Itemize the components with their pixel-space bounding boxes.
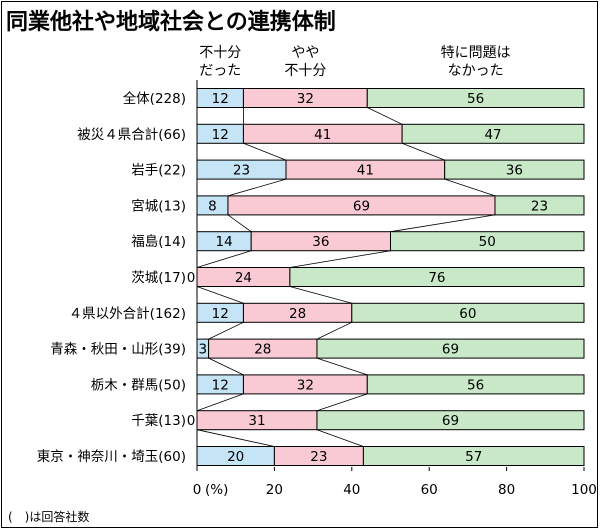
data-label: 36 <box>312 234 329 250</box>
data-label: 8 <box>208 198 217 214</box>
data-label: 3 <box>199 342 208 358</box>
data-label: 56 <box>467 91 484 107</box>
connector-line <box>196 286 244 304</box>
data-label: 57 <box>465 449 482 465</box>
x-tick-label: 80 <box>498 482 515 498</box>
connector-line <box>289 250 391 268</box>
bar-segment <box>316 410 585 431</box>
x-tick-label: 40 <box>343 482 360 498</box>
data-label: 76 <box>428 270 445 286</box>
category-label: 宮城(13) <box>131 198 186 214</box>
data-label: 12 <box>212 306 229 322</box>
connector-line <box>289 286 352 304</box>
connector-line <box>196 429 275 447</box>
series-header-1-line-1: 不十分 <box>284 63 326 79</box>
data-label: 14 <box>215 234 232 250</box>
data-label: 24 <box>235 270 252 286</box>
connector-line <box>316 321 352 340</box>
data-label: 41 <box>357 163 374 179</box>
bar-segment <box>289 267 585 287</box>
category-label: 東京・神奈川・埼玉(60) <box>37 449 186 465</box>
bar-segment <box>366 374 585 395</box>
connector-line <box>316 393 368 412</box>
data-label: 0 <box>187 270 196 286</box>
connector-line <box>367 107 403 125</box>
category-label: 被災４県合計(66) <box>77 127 186 143</box>
data-label: 50 <box>479 234 496 250</box>
series-header-0-line-1: だった <box>199 63 241 79</box>
footnote: ( )は回答社数 <box>8 510 90 524</box>
connector-line <box>208 321 244 340</box>
category-label: 福島(14) <box>131 234 186 250</box>
series-header-0-line-0: 不十分 <box>199 45 241 61</box>
data-label: 12 <box>212 377 229 393</box>
connector-line <box>196 250 252 268</box>
connector-line <box>208 357 244 376</box>
bar-segment <box>366 88 585 108</box>
bar-segment <box>351 302 585 323</box>
category-label: 栃木・群馬(50) <box>91 377 186 393</box>
connector-line <box>390 214 496 233</box>
x-tick-label: 100 <box>571 482 597 498</box>
data-label: 31 <box>248 413 265 429</box>
connector-line <box>227 178 287 197</box>
connector-line <box>243 142 287 161</box>
category-label: 岩手(22) <box>131 163 186 179</box>
data-label: 56 <box>467 377 484 393</box>
x-unit-label: (%) <box>205 482 228 498</box>
bar-segment <box>444 159 585 180</box>
bar-segment <box>494 195 585 216</box>
x-tick-label: 60 <box>421 482 438 498</box>
chart-title: 同業他社や地域社会との連携体制 <box>6 10 336 35</box>
data-label: 23 <box>233 163 250 179</box>
category-label: 全体(228) <box>123 90 186 107</box>
data-label: 0 <box>187 413 196 429</box>
series-header-1-line-0: やや <box>291 45 319 61</box>
connector-line <box>401 142 445 161</box>
data-label: 69 <box>353 198 370 214</box>
data-label: 60 <box>459 306 476 322</box>
series-header-2-line-0: 特に問題は <box>441 45 511 61</box>
data-label: 69 <box>442 342 459 358</box>
data-label: 28 <box>289 306 306 322</box>
series-header-2-line-1: なかった <box>448 63 504 79</box>
connector-line <box>227 214 252 233</box>
bar-segment <box>401 123 585 144</box>
data-label: 23 <box>310 449 327 465</box>
data-label: 28 <box>254 342 271 358</box>
x-tick-label: 0 <box>193 482 202 498</box>
connector-line <box>316 357 368 376</box>
data-label: 12 <box>212 91 229 107</box>
bar-segment <box>316 338 585 359</box>
category-label: 千葉(13) <box>131 413 186 429</box>
category-label: 茨城(17) <box>131 270 186 286</box>
data-label: 32 <box>297 91 314 107</box>
data-label: 47 <box>484 127 501 143</box>
data-label: 41 <box>314 127 331 143</box>
data-label: 20 <box>227 449 244 465</box>
category-label: ４県以外合計(162) <box>69 306 186 322</box>
data-label: 32 <box>297 377 314 393</box>
category-label: 青森・秋田・山形(39) <box>50 342 186 358</box>
connector-line <box>316 429 364 447</box>
x-tick-label: 20 <box>266 482 283 498</box>
data-label: 23 <box>531 198 548 214</box>
data-label: 12 <box>212 127 229 143</box>
bar-segment <box>390 231 585 252</box>
connector-line <box>196 393 244 412</box>
bar-segment <box>362 446 585 466</box>
data-label: 36 <box>506 163 523 179</box>
data-label: 69 <box>442 413 459 429</box>
connector-line <box>444 178 496 197</box>
